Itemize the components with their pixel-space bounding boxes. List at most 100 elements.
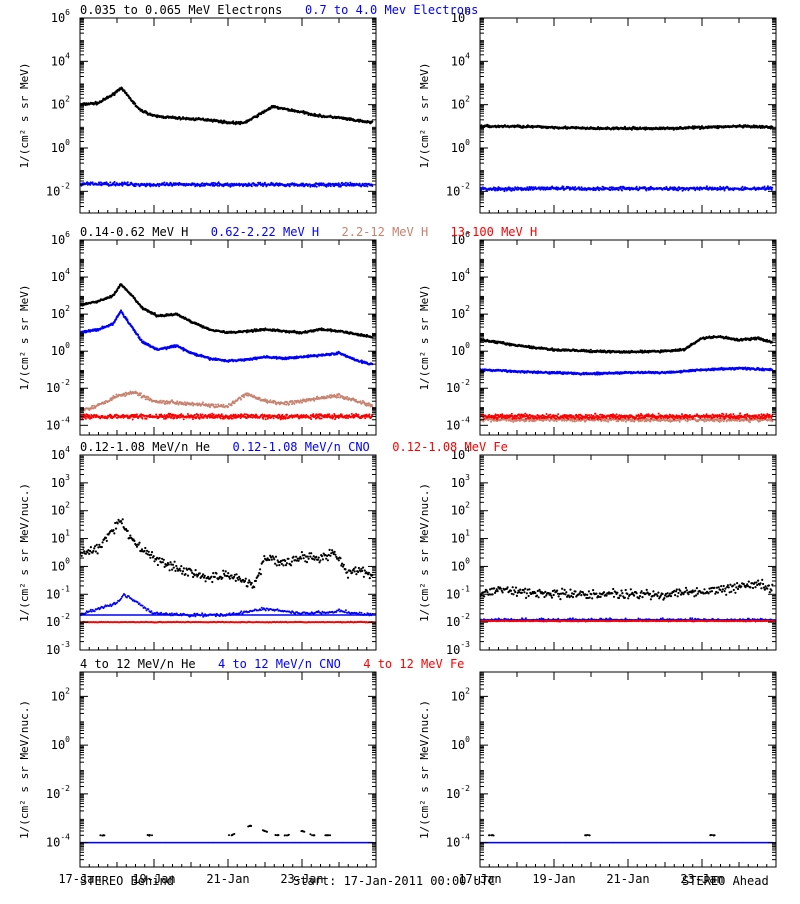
- data-point: [148, 397, 150, 399]
- ytick-base: 10: [446, 184, 460, 198]
- data-point: [636, 186, 638, 188]
- ytick-base: 10: [46, 184, 60, 198]
- ytick-label: 100: [451, 138, 470, 155]
- data-point: [301, 402, 303, 404]
- data-point: [724, 190, 726, 192]
- data-point: [141, 418, 143, 420]
- data-point: [146, 418, 148, 420]
- data-point: [220, 417, 222, 419]
- ytick-exponent: 6: [65, 8, 70, 17]
- plot-frame: [480, 18, 776, 213]
- series-1: [79, 181, 373, 188]
- data-point: [723, 186, 725, 188]
- data-point: [243, 413, 245, 415]
- data-point: [240, 399, 242, 401]
- data-point: [93, 416, 95, 418]
- ytick-base: 10: [451, 98, 465, 112]
- ytick-exponent: 0: [65, 138, 70, 147]
- data-point: [285, 404, 287, 406]
- ytick-exponent: -2: [460, 181, 470, 190]
- series-2: [79, 391, 373, 413]
- ytick-base: 10: [451, 141, 465, 155]
- data-point: [494, 190, 496, 192]
- data-point: [546, 186, 548, 188]
- data-point: [265, 418, 267, 420]
- data-point: [159, 402, 161, 404]
- data-point: [169, 184, 171, 186]
- data-point: [149, 414, 151, 416]
- data-point: [330, 185, 332, 187]
- series-0: [79, 87, 374, 126]
- data-point: [288, 403, 290, 405]
- data-point: [598, 189, 600, 191]
- data-point: [140, 339, 142, 341]
- ytick-label: 102: [51, 95, 70, 112]
- series-1: [79, 309, 374, 365]
- data-point: [215, 404, 217, 406]
- data-point: [269, 414, 271, 416]
- data-point: [208, 403, 210, 405]
- ytick-exponent: 2: [65, 95, 70, 104]
- data-point: [526, 186, 528, 188]
- data-point: [223, 404, 225, 406]
- data-point: [192, 418, 194, 420]
- data-point: [764, 186, 766, 188]
- data-point: [337, 396, 339, 398]
- data-point: [140, 392, 142, 394]
- series-0: [479, 124, 774, 131]
- data-point: [326, 397, 328, 399]
- data-point: [771, 187, 773, 189]
- data-point: [85, 418, 87, 420]
- data-point: [371, 120, 373, 122]
- data-point: [145, 398, 147, 400]
- data-point: [202, 414, 204, 416]
- data-point: [269, 399, 271, 401]
- data-point: [771, 189, 773, 191]
- data-point: [155, 414, 157, 416]
- ytick-exponent: 4: [65, 51, 70, 60]
- ytick-base: 10: [51, 54, 65, 68]
- series-3: [79, 413, 373, 421]
- data-point: [336, 397, 338, 399]
- data-point: [621, 190, 623, 192]
- plot-area: [79, 87, 374, 188]
- data-point: [217, 417, 219, 419]
- data-point: [163, 400, 165, 402]
- data-point: [202, 182, 204, 184]
- data-point: [550, 188, 552, 190]
- data-point: [136, 413, 138, 415]
- data-point: [91, 405, 93, 407]
- data-point: [562, 186, 564, 188]
- data-point: [226, 182, 228, 184]
- series-0: [79, 283, 374, 338]
- data-point: [309, 398, 311, 400]
- ytick-exponent: 4: [465, 51, 470, 60]
- data-point: [231, 404, 233, 406]
- data-point: [187, 413, 189, 415]
- data-point: [742, 186, 744, 188]
- ytick-base: 10: [451, 54, 465, 68]
- data-point: [134, 103, 136, 105]
- data-point: [296, 402, 298, 404]
- data-point: [313, 400, 315, 402]
- data-point: [234, 402, 236, 404]
- data-point: [174, 417, 176, 419]
- data-point: [127, 181, 129, 183]
- ytick-exponent: 2: [465, 95, 470, 104]
- data-point: [227, 406, 229, 408]
- data-point: [345, 182, 347, 184]
- data-point: [292, 400, 294, 402]
- plot-area: [479, 124, 774, 192]
- data-point: [264, 182, 266, 184]
- data-point: [262, 418, 264, 420]
- series-1: [479, 185, 773, 192]
- data-point: [645, 190, 647, 192]
- data-point: [213, 414, 215, 416]
- data-point: [135, 185, 137, 187]
- data-point: [109, 181, 111, 183]
- data-point: [283, 403, 285, 405]
